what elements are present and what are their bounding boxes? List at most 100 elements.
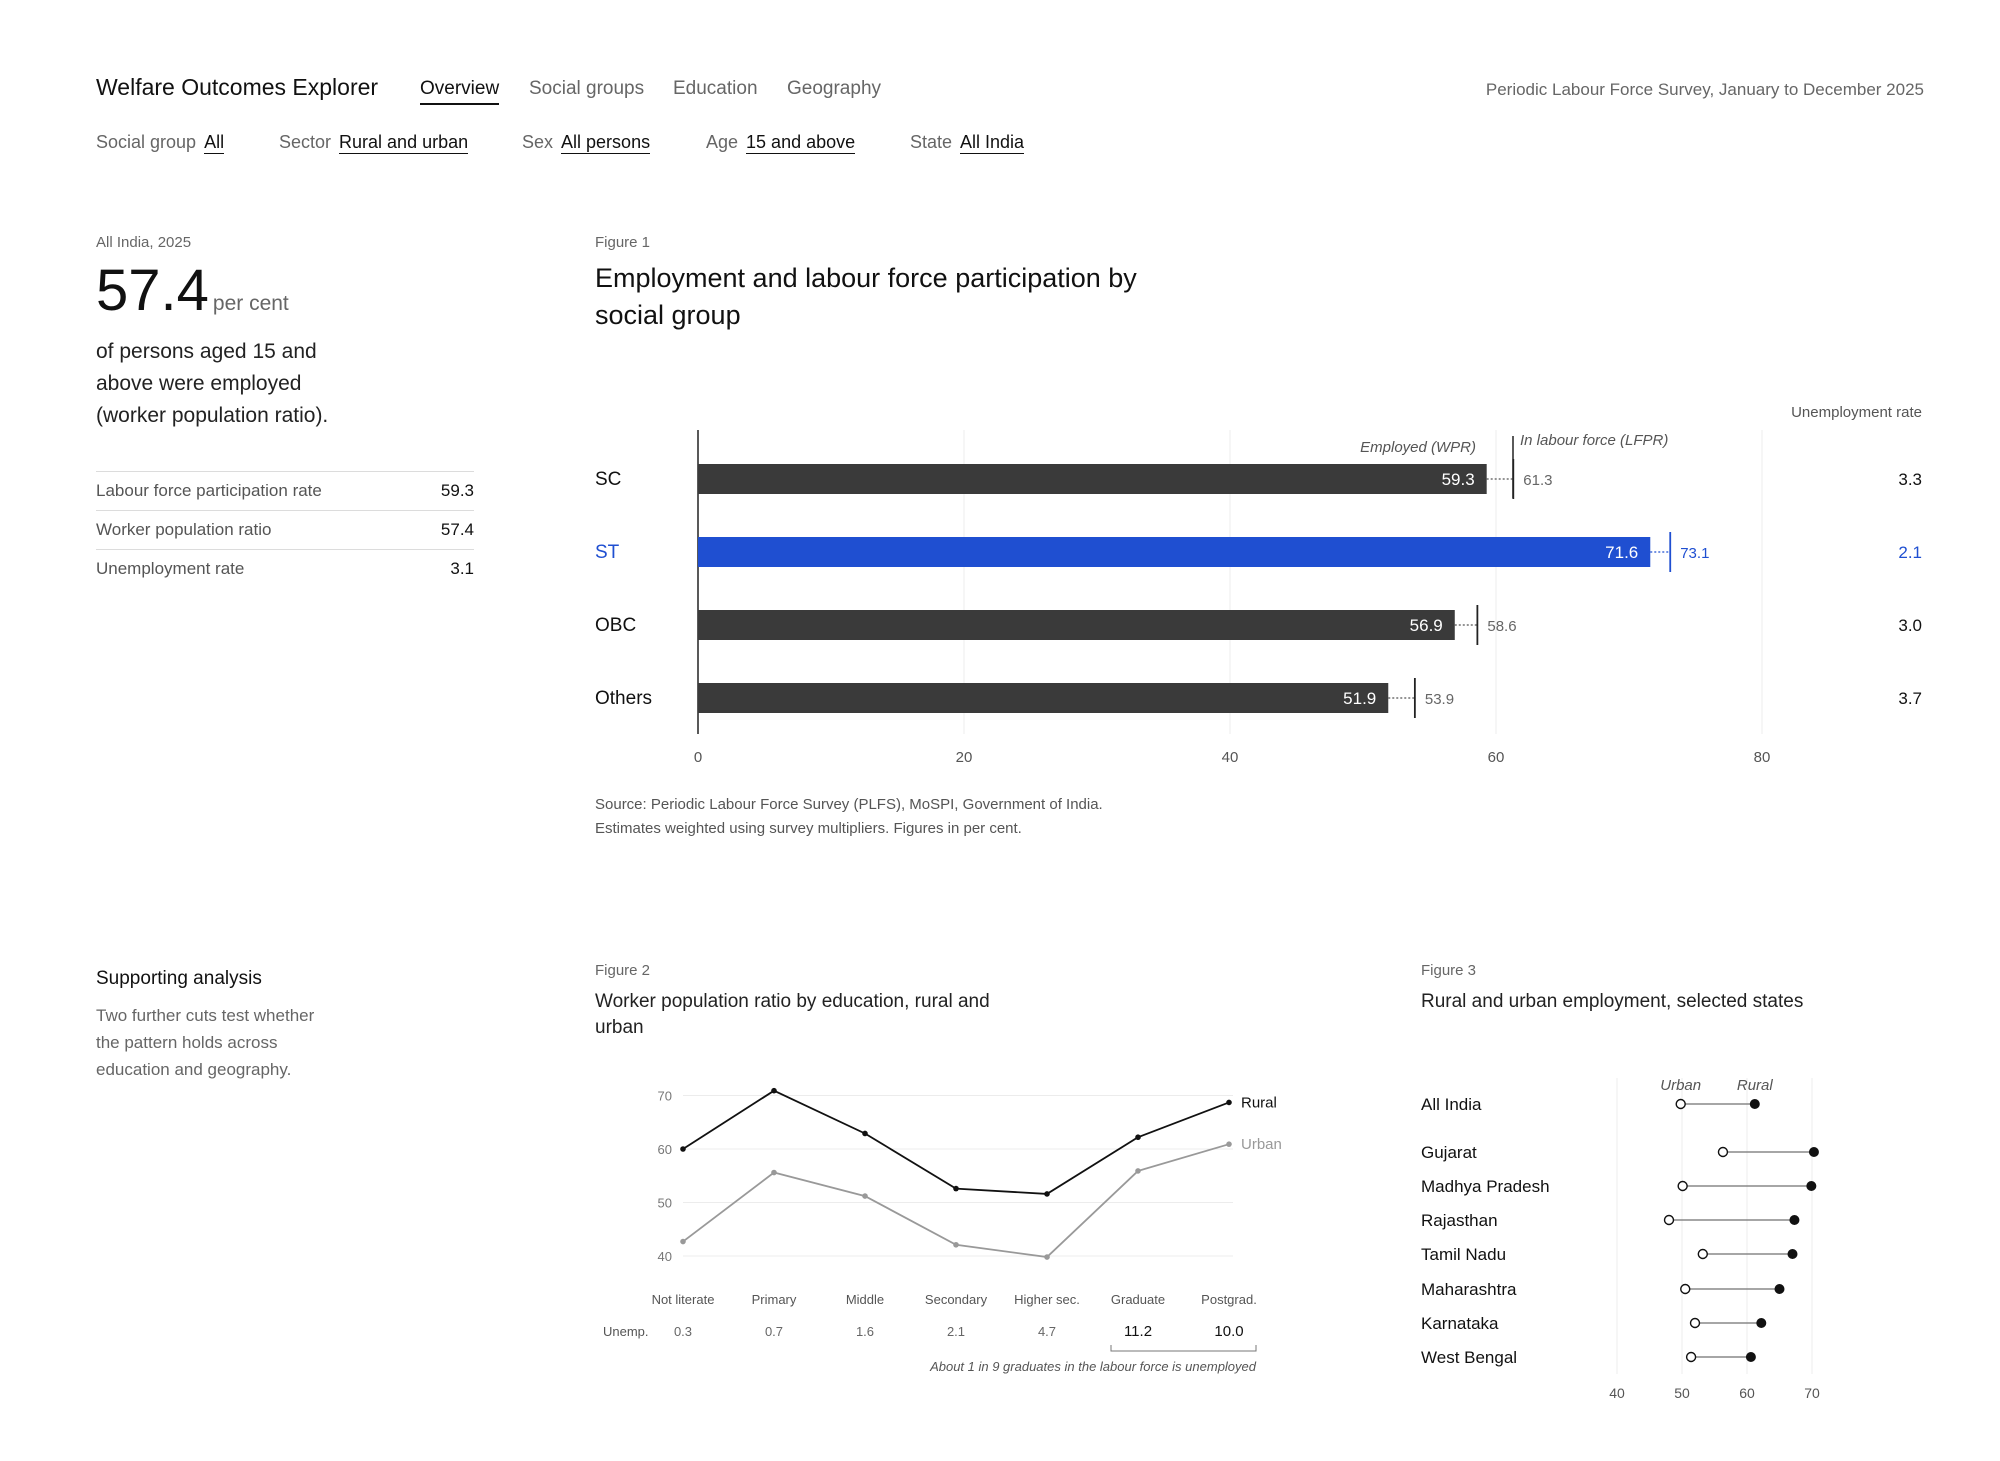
x-tick-label: 40 (1222, 749, 1239, 766)
y-tick-label: 50 (658, 1196, 672, 1211)
tab-social-groups[interactable]: Social groups (529, 78, 645, 99)
series-label: Rural (1241, 1094, 1277, 1111)
lfpr-value-label: 61.3 (1523, 472, 1552, 489)
urban-point (1675, 1098, 1686, 1110)
x-tick-label: 70 (1804, 1385, 1820, 1401)
headline-number: 57.4 (96, 258, 209, 323)
figure1-chart: 0 20 40 60 80 Employed (WPR) In labour force (… (595, 404, 1922, 766)
category-label: SC (595, 469, 621, 490)
x-tick-label: Middle (846, 1292, 884, 1307)
filter-label: State (910, 132, 953, 152)
data-point (862, 1130, 868, 1137)
headline-value: 57.4 per cent (96, 262, 289, 320)
figure2-title: Worker population ratio by education, ru… (595, 991, 990, 1038)
lfpr-value-label: 53.9 (1425, 691, 1454, 708)
bar-value-label: 71.6 (1605, 543, 1638, 562)
legend-urban: Urban (1660, 1077, 1701, 1094)
unemployment-value: 3.3 (1898, 470, 1922, 489)
filter-value[interactable]: 15 and above (746, 132, 856, 154)
filter-label: Sex (522, 132, 554, 152)
figure1-kicker: Figure 1 (595, 234, 651, 251)
unemployment-value: 4.7 (1038, 1324, 1056, 1339)
data-point (1044, 1191, 1050, 1197)
figure2-kicker: Figure 2 (595, 962, 651, 979)
tab-geography[interactable]: Geography (787, 78, 882, 99)
data-point (862, 1193, 868, 1199)
state-label: West Bengal (1421, 1348, 1517, 1367)
urban-point (1680, 1283, 1691, 1295)
state-label: All India (1421, 1095, 1482, 1114)
data-point (1226, 1099, 1232, 1106)
x-tick-label: 0 (694, 749, 702, 766)
rural-point (1806, 1181, 1817, 1191)
figure3-chart: 40 50 60 70 Urban Rural All India Gujarat Madhya… (1421, 1077, 1820, 1401)
x-tick-label: 80 (1754, 749, 1771, 766)
filter-value[interactable]: All persons (561, 132, 651, 154)
legend-rural: Rural (1737, 1077, 1774, 1094)
figure1-title: Employment and labour force participatio… (595, 263, 1137, 330)
figure3-title: Rural and urban employment, selected sta… (1421, 991, 1804, 1012)
unemployment-value: 0.7 (765, 1324, 783, 1339)
x-tick-label: 60 (1739, 1385, 1755, 1401)
filter-value[interactable]: Rural and urban (339, 132, 469, 154)
figure2-chart: 40 50 60 70 Rural Urban Not literate Primary Mid… (603, 1087, 1282, 1374)
filter-social-group[interactable]: Social group All (96, 132, 225, 154)
tab-overview[interactable]: Overview (420, 78, 500, 105)
data-point (771, 1169, 777, 1176)
stat-table: Labour force participation rate 59.3 Wor… (96, 471, 474, 588)
bar-wpr (698, 464, 1487, 494)
data-point (1044, 1254, 1050, 1260)
y-tick-label: 60 (658, 1142, 672, 1157)
data-point (1135, 1168, 1141, 1174)
data-point (953, 1185, 959, 1192)
unemployment-value: 3.7 (1898, 689, 1922, 708)
filter-label: Social group (96, 132, 197, 152)
stat-value: 59.3 (440, 481, 474, 500)
data-point (680, 1238, 686, 1245)
stat-row-unemployment: Unemployment rate 3.1 (96, 549, 474, 588)
data-point (953, 1241, 959, 1248)
unemployment-value: 2.1 (1898, 543, 1922, 562)
tab-education[interactable]: Education (673, 78, 758, 99)
stat-value: 3.1 (450, 559, 474, 578)
x-tick-label: Graduate (1111, 1292, 1165, 1307)
data-point (680, 1146, 686, 1152)
bar-value-label: 56.9 (1410, 616, 1443, 635)
state-label: Tamil Nadu (1421, 1245, 1506, 1264)
filter-value[interactable]: All (204, 132, 225, 154)
stat-value: 57.4 (440, 520, 474, 539)
filter-sector[interactable]: Sector Rural and urban (279, 132, 469, 154)
filter-sex[interactable]: Sex All persons (522, 132, 651, 154)
urban-point (1663, 1214, 1675, 1226)
rural-point (1789, 1215, 1800, 1225)
rural-point (1808, 1147, 1819, 1157)
rural-point (1774, 1284, 1785, 1294)
figure3-kicker: Figure 3 (1421, 962, 1477, 979)
filter-age[interactable]: Age 15 and above (706, 132, 856, 154)
state-label: Madhya Pradesh (1421, 1177, 1550, 1196)
filter-label: Age (706, 132, 739, 152)
legend-lfpr: In labour force (LFPR) (1520, 432, 1668, 449)
headline-unit: per cent (212, 292, 289, 315)
stat-label: Labour force participation rate (96, 481, 322, 500)
urban-point (1697, 1248, 1708, 1260)
data-point (1135, 1134, 1141, 1141)
supporting-title: Supporting analysis (96, 968, 262, 989)
filter-state[interactable]: State All India (910, 132, 1025, 154)
side-column-title: Unemployment rate (1791, 404, 1922, 421)
stat-label: Worker population ratio (96, 520, 272, 539)
urban-point (1677, 1180, 1688, 1192)
x-tick-label: Not literate (652, 1292, 715, 1307)
urban-point (1689, 1317, 1701, 1329)
category-label: OBC (595, 615, 636, 636)
series-line-urban (682, 1143, 1230, 1259)
bar-wpr (698, 537, 1651, 567)
unemployment-value: 11.2 (1124, 1323, 1152, 1340)
x-tick-label: Primary (752, 1292, 797, 1307)
x-tick-label: 20 (956, 749, 973, 766)
unemployment-value: 2.1 (947, 1324, 965, 1339)
filter-value[interactable]: All India (960, 132, 1025, 154)
lfpr-value-label: 73.1 (1680, 545, 1709, 562)
stat-row-wpr: Worker population ratio 57.4 (96, 510, 474, 549)
bar-value-label: 59.3 (1442, 470, 1475, 489)
